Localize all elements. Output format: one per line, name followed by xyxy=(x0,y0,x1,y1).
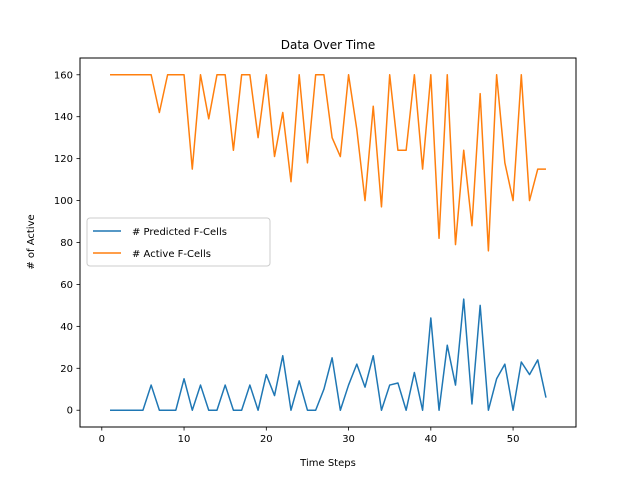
x-tick-label: 10 xyxy=(178,434,191,445)
x-tick-label: 20 xyxy=(260,434,273,445)
y-tick-label: 140 xyxy=(54,112,73,123)
y-tick-label: 120 xyxy=(54,154,73,165)
x-tick-label: 0 xyxy=(99,434,105,445)
legend-label-predicted: # Predicted F-Cells xyxy=(132,227,227,238)
legend: # Predicted F-Cells # Active F-Cells xyxy=(86,217,271,267)
series-lines xyxy=(110,74,547,411)
y-tick-label: 80 xyxy=(60,238,73,249)
x-axis-label: Time Steps xyxy=(299,458,356,469)
y-tick-label: 100 xyxy=(54,196,73,207)
series-line-predicted xyxy=(110,298,547,411)
y-axis-label: # of Active xyxy=(26,214,37,269)
series-line-active xyxy=(110,74,546,252)
y-tick-label: 0 xyxy=(67,406,73,417)
legend-box xyxy=(86,217,271,267)
y-tick-label: 20 xyxy=(60,364,73,375)
y-tick-label: 60 xyxy=(60,280,73,291)
chart-title: Data Over Time xyxy=(281,38,376,52)
x-tick-label: 50 xyxy=(507,434,520,445)
x-tick-label: 40 xyxy=(424,434,437,445)
legend-label-active: # Active F-Cells xyxy=(132,249,211,260)
y-tick-label: 160 xyxy=(54,70,73,81)
y-axis: 0 20 40 60 80 100 120 140 160 xyxy=(54,70,80,417)
y-tick-label: 40 xyxy=(60,322,73,333)
x-tick-label: 30 xyxy=(342,434,355,445)
x-axis: 0 10 20 30 40 50 xyxy=(99,427,520,445)
